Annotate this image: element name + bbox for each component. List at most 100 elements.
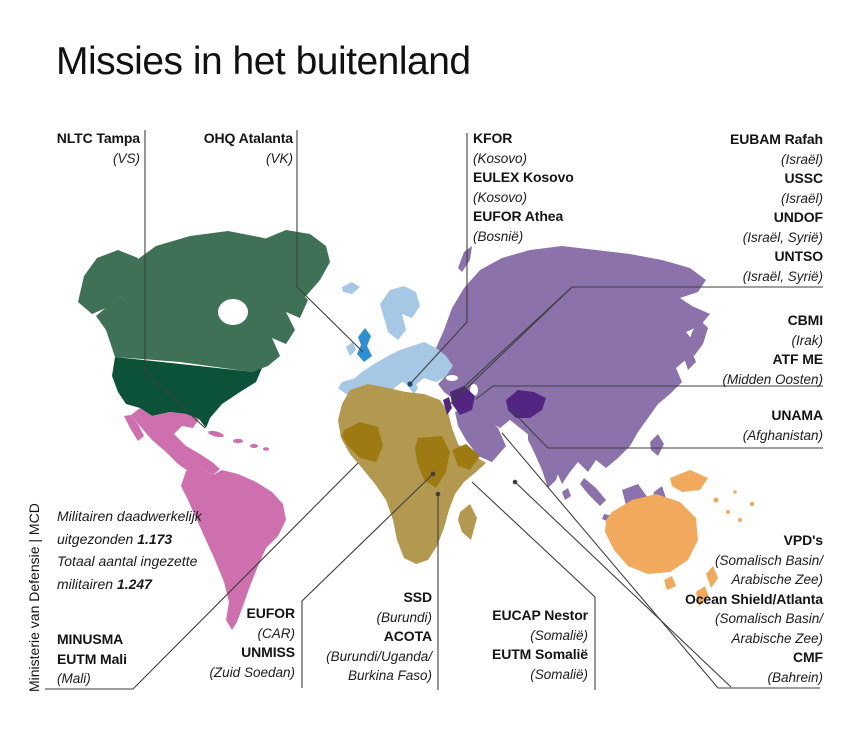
line-nltc — [144, 130, 206, 429]
mission-location: (Israël) — [780, 151, 823, 167]
stats-line-2: uitgezonden 1.173 — [57, 530, 173, 547]
mission-location: Burkina Faso) — [347, 668, 432, 683]
mission-label-nltc-tampa: NLTC Tampa (VS) — [40, 129, 140, 168]
mission-name: MINUSMA — [57, 631, 124, 647]
mission-location: (Zuid Soedan) — [209, 664, 295, 680]
mission-label-ohq-atalanta: OHQ Atalanta (VK) — [190, 129, 293, 168]
line-mali — [45, 462, 359, 690]
mission-location: (Burundi) — [376, 609, 432, 625]
mission-location: (Somalië) — [530, 666, 588, 682]
mission-name: UNDOF — [773, 209, 823, 225]
map-usa — [112, 357, 262, 428]
marker-sudan — [430, 471, 436, 477]
mission-label-mali: MINUSMA EUTM Mali (Mali) — [57, 630, 167, 689]
stats-line-1: Militairen daadwerkelijk — [57, 508, 202, 524]
mission-location: (Somalisch Basin/ — [714, 552, 823, 568]
page-title: Missies in het buitenland — [56, 40, 471, 83]
mission-label-maritime: VPD's (Somalisch Basin/Arabische Zee) Ocea… — [663, 531, 823, 687]
deployment-stats: Militairen daadwerkelijk uitgezonden 1.1… — [57, 505, 227, 595]
mission-name: EULEX Kosovo — [473, 169, 574, 185]
mission-location: (Kosovo) — [473, 150, 528, 166]
line-vpd — [514, 481, 732, 688]
mission-location: (Midden Oosten) — [722, 371, 823, 387]
source-credit: Ministerie van Defensie | MCD — [26, 503, 42, 692]
leader-lines — [45, 130, 823, 690]
mission-location: (Burundi/Uganda/ — [326, 648, 432, 664]
mission-label-somalia: EUCAP Nestor (Somalië) EUTM Somalië (Somali… — [478, 606, 588, 684]
mission-name: EUFOR Athea — [473, 208, 564, 224]
map-latin-america — [124, 408, 286, 630]
mission-location: Arabische Zee) — [731, 630, 823, 646]
marker-burundi — [435, 491, 441, 497]
mission-location: (Somalisch Basin/ — [714, 611, 823, 626]
marker-kosovo — [407, 381, 413, 387]
line-iraq — [475, 385, 823, 400]
map-uk — [357, 328, 372, 362]
mission-location: (CAR) — [257, 625, 296, 641]
line-unama — [511, 410, 823, 449]
mission-location: (Israël, Syrië) — [742, 268, 823, 284]
line-balkan — [409, 133, 468, 385]
map-greenland — [258, 230, 330, 304]
mission-name: Ocean Shield/Atlanta — [684, 590, 823, 607]
mission-label-balkan: KFOR (Kosovo) EULEX Kosovo (Kosovo) EUFOR At… — [473, 129, 603, 246]
stat-deployed-count: 1.173 — [137, 530, 173, 547]
mission-name: OHQ Atalanta — [203, 130, 293, 146]
caspian-sea — [470, 384, 478, 396]
mission-label-levant: EUBAM Rafah (Israël) USSC (Israël) UNDOF (Isr… — [683, 130, 823, 286]
map-sudan — [415, 436, 450, 488]
mission-location: (Israël, Syrië) — [742, 229, 823, 245]
mission-location: (Israël) — [780, 190, 823, 206]
hudson-bay — [218, 299, 248, 325]
mission-location: (Somalië) — [530, 627, 588, 643]
mission-location: (Mali) — [57, 671, 91, 686]
mission-label-iraq: CBMI (Irak) ATF ME (Midden Oosten) — [683, 311, 823, 389]
stat-total-count: 1.247 — [116, 575, 152, 592]
mission-name: VPD's — [783, 532, 824, 548]
mission-label-unama: UNAMA (Afghanistan) — [683, 406, 823, 445]
stats-line-3: Totaal aantal ingezette — [57, 553, 198, 569]
mission-name: EUTM Somalië — [491, 646, 588, 662]
mission-name: NLTC Tampa — [56, 130, 140, 146]
map-africa-highlights — [342, 422, 480, 488]
mission-name: CMF — [792, 649, 823, 665]
line-ohq — [296, 130, 364, 353]
map-afghanistan — [506, 390, 546, 418]
mission-name: UNMISS — [241, 644, 295, 660]
map-mali — [342, 422, 383, 462]
mission-name: KFOR — [473, 130, 513, 146]
mission-name: CBMI — [787, 312, 823, 328]
map-somalia — [452, 444, 480, 470]
line-car — [301, 473, 434, 688]
map-asia-highlights — [443, 386, 546, 418]
map-north-america — [78, 231, 308, 372]
mission-name: ACOTA — [383, 628, 432, 644]
mission-name: ATF ME — [772, 351, 824, 367]
mission-location: (VS) — [113, 150, 140, 166]
map-iraq — [450, 386, 475, 415]
mission-location: (VK) — [266, 150, 293, 166]
map-oceania — [605, 470, 755, 606]
mission-location: (Bosnië) — [473, 228, 524, 244]
mission-location: (Kosovo) — [473, 189, 528, 205]
mission-name: EUCAP Nestor — [492, 607, 588, 623]
black-sea — [446, 375, 458, 381]
mission-location: (Afghanistan) — [742, 427, 823, 443]
mission-location: (Irak) — [791, 332, 824, 348]
mission-location: (Bahrein) — [767, 669, 823, 685]
stats-line-4: militairen 1.247 — [57, 575, 152, 592]
marker-ocean — [512, 479, 518, 485]
line-cmf — [501, 432, 820, 689]
mission-location: Arabische Zee) — [731, 572, 823, 587]
mission-label-burundi: SSD (Burundi) ACOTA (Burundi/Uganda/Burkina… — [322, 588, 432, 686]
mission-name: UNAMA — [771, 407, 823, 423]
line-levant-2 — [445, 286, 573, 409]
mission-name: USSC — [784, 170, 824, 186]
line-somalia — [471, 481, 596, 690]
mission-name: EUTM Mali — [57, 650, 127, 667]
mission-name: EUBAM Rafah — [729, 131, 823, 147]
mission-name: SSD — [403, 589, 433, 605]
mission-name: EUFOR — [246, 605, 295, 621]
